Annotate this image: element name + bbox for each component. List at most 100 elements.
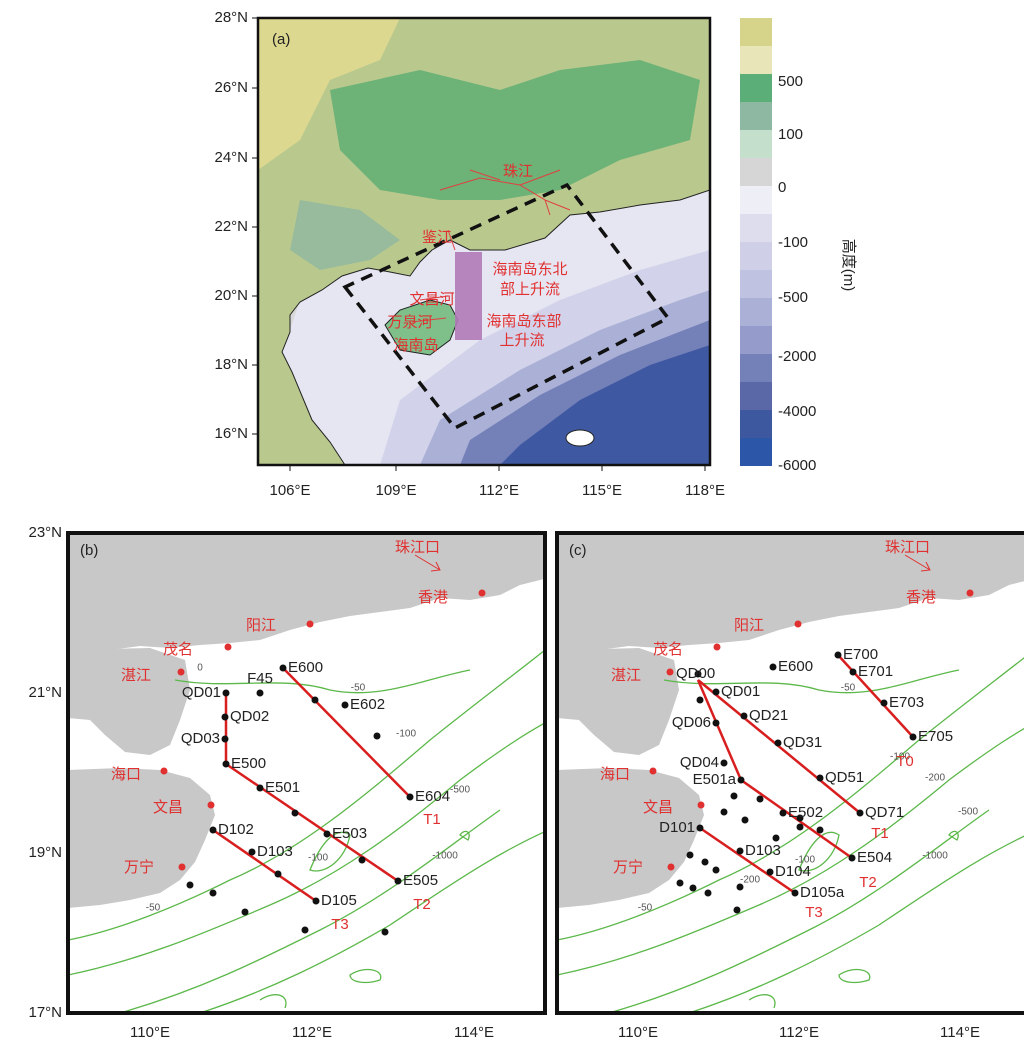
- place-label: 阳江: [246, 617, 276, 634]
- annotation: 上升流: [499, 332, 544, 349]
- station-label: QD71: [865, 804, 904, 821]
- colorbar-bin: [740, 382, 772, 410]
- station-dot: [697, 825, 704, 832]
- transect-label: T0: [896, 753, 914, 770]
- station-label: F45: [247, 670, 273, 687]
- place-dot: [967, 590, 974, 597]
- station-dot: [757, 796, 764, 803]
- lat-tick-label: 18°N: [214, 356, 248, 373]
- station-dot: [222, 714, 229, 721]
- panel-label: (c): [569, 542, 587, 559]
- annotation: 海南岛东北: [492, 261, 567, 278]
- station-dot: [280, 665, 287, 672]
- station-label: QD00: [676, 665, 715, 682]
- station-dot: [797, 824, 804, 831]
- place-dot: [179, 864, 186, 871]
- colorbar-label: -2000: [778, 348, 816, 365]
- annotation: 鉴江: [422, 229, 452, 246]
- panel-label: (a): [272, 31, 290, 48]
- station-label: D102: [218, 821, 254, 838]
- station-label: QD01: [182, 684, 221, 701]
- station-label: E501a: [693, 771, 737, 788]
- place-label: 海口: [600, 766, 630, 783]
- lat-tick-label: 23°N: [28, 524, 62, 541]
- lon-tick-label: 118°E: [685, 482, 725, 499]
- station-dot: [275, 871, 282, 878]
- annotation: 部上升流: [500, 281, 560, 298]
- contour-label: -50: [146, 903, 161, 914]
- place-dot: [178, 669, 185, 676]
- lon-tick-label: 109°E: [375, 482, 416, 499]
- station-dot: [857, 810, 864, 817]
- station-dot: [817, 827, 824, 834]
- place-dot: [479, 590, 486, 597]
- station-dot: [222, 736, 229, 743]
- place-label: 珠江口: [395, 539, 440, 556]
- place-dot: [698, 802, 705, 809]
- lat-tick-label: 17°N: [28, 1004, 62, 1021]
- station-dot: [223, 761, 230, 768]
- contour-label: -50: [841, 683, 856, 694]
- place-dot: [208, 802, 215, 809]
- place-label: 阳江: [734, 617, 764, 634]
- station-label: QD02: [230, 708, 269, 725]
- transect-line: [283, 668, 410, 797]
- station-label: QD04: [680, 754, 719, 771]
- colorbar-bin: [740, 438, 772, 466]
- place-dot: [714, 644, 721, 651]
- station-label: E503: [332, 825, 367, 842]
- station-label: D104: [775, 863, 811, 880]
- map-a: [258, 18, 710, 465]
- lon-tick-label: 110°E: [618, 1024, 658, 1041]
- station-dot: [187, 882, 194, 889]
- annotation: 万泉河: [387, 314, 432, 331]
- station-label: E703: [889, 694, 924, 711]
- station-dot: [713, 720, 720, 727]
- lat-tick-label: 21°N: [28, 684, 62, 701]
- contour-label: -500: [450, 785, 470, 796]
- station-dot: [737, 884, 744, 891]
- station-dot: [737, 848, 744, 855]
- station-dot: [770, 664, 777, 671]
- place-label: 万宁: [124, 859, 154, 876]
- contour-label: -50: [638, 903, 653, 914]
- contour-label: -200: [740, 875, 760, 886]
- station-dot: [210, 827, 217, 834]
- lon-tick-label: 110°E: [130, 1024, 170, 1041]
- station-label: D103: [745, 842, 781, 859]
- station-dot: [835, 652, 842, 659]
- annotation: 海南岛: [393, 337, 438, 354]
- transect-label: T2: [413, 896, 431, 913]
- place-label: 湛江: [611, 667, 641, 684]
- station-label: E502: [788, 804, 823, 821]
- annotation: 珠江: [503, 163, 533, 180]
- station-dot: [374, 733, 381, 740]
- colorbar-label: 0: [778, 179, 786, 196]
- station-dot: [881, 700, 888, 707]
- station-label: D105a: [800, 884, 845, 901]
- station-dot: [713, 867, 720, 874]
- contour-label: 0: [197, 663, 203, 674]
- station-label: QD31: [783, 734, 822, 751]
- colorbar-bin: [740, 242, 772, 270]
- station-dot: [697, 697, 704, 704]
- station-label: E701: [858, 663, 893, 680]
- station-dot: [677, 880, 684, 887]
- colorbar-bin: [740, 298, 772, 326]
- station-dot: [705, 890, 712, 897]
- station-label: E500: [231, 755, 266, 772]
- lat-tick-label: 26°N: [214, 79, 248, 96]
- station-dot: [713, 689, 720, 696]
- station-dot: [741, 713, 748, 720]
- station-dot: [249, 849, 256, 856]
- station-dot: [395, 878, 402, 885]
- annotation: 文昌河: [409, 291, 454, 308]
- station-label: E600: [778, 658, 813, 675]
- colorbar-bin: [740, 18, 772, 46]
- contour-label: -100: [396, 729, 416, 740]
- place-label: 万宁: [613, 859, 643, 876]
- place-label: 茂名: [163, 641, 193, 658]
- place-label: 文昌: [643, 799, 673, 816]
- station-dot: [721, 760, 728, 767]
- station-label: QD01: [721, 683, 760, 700]
